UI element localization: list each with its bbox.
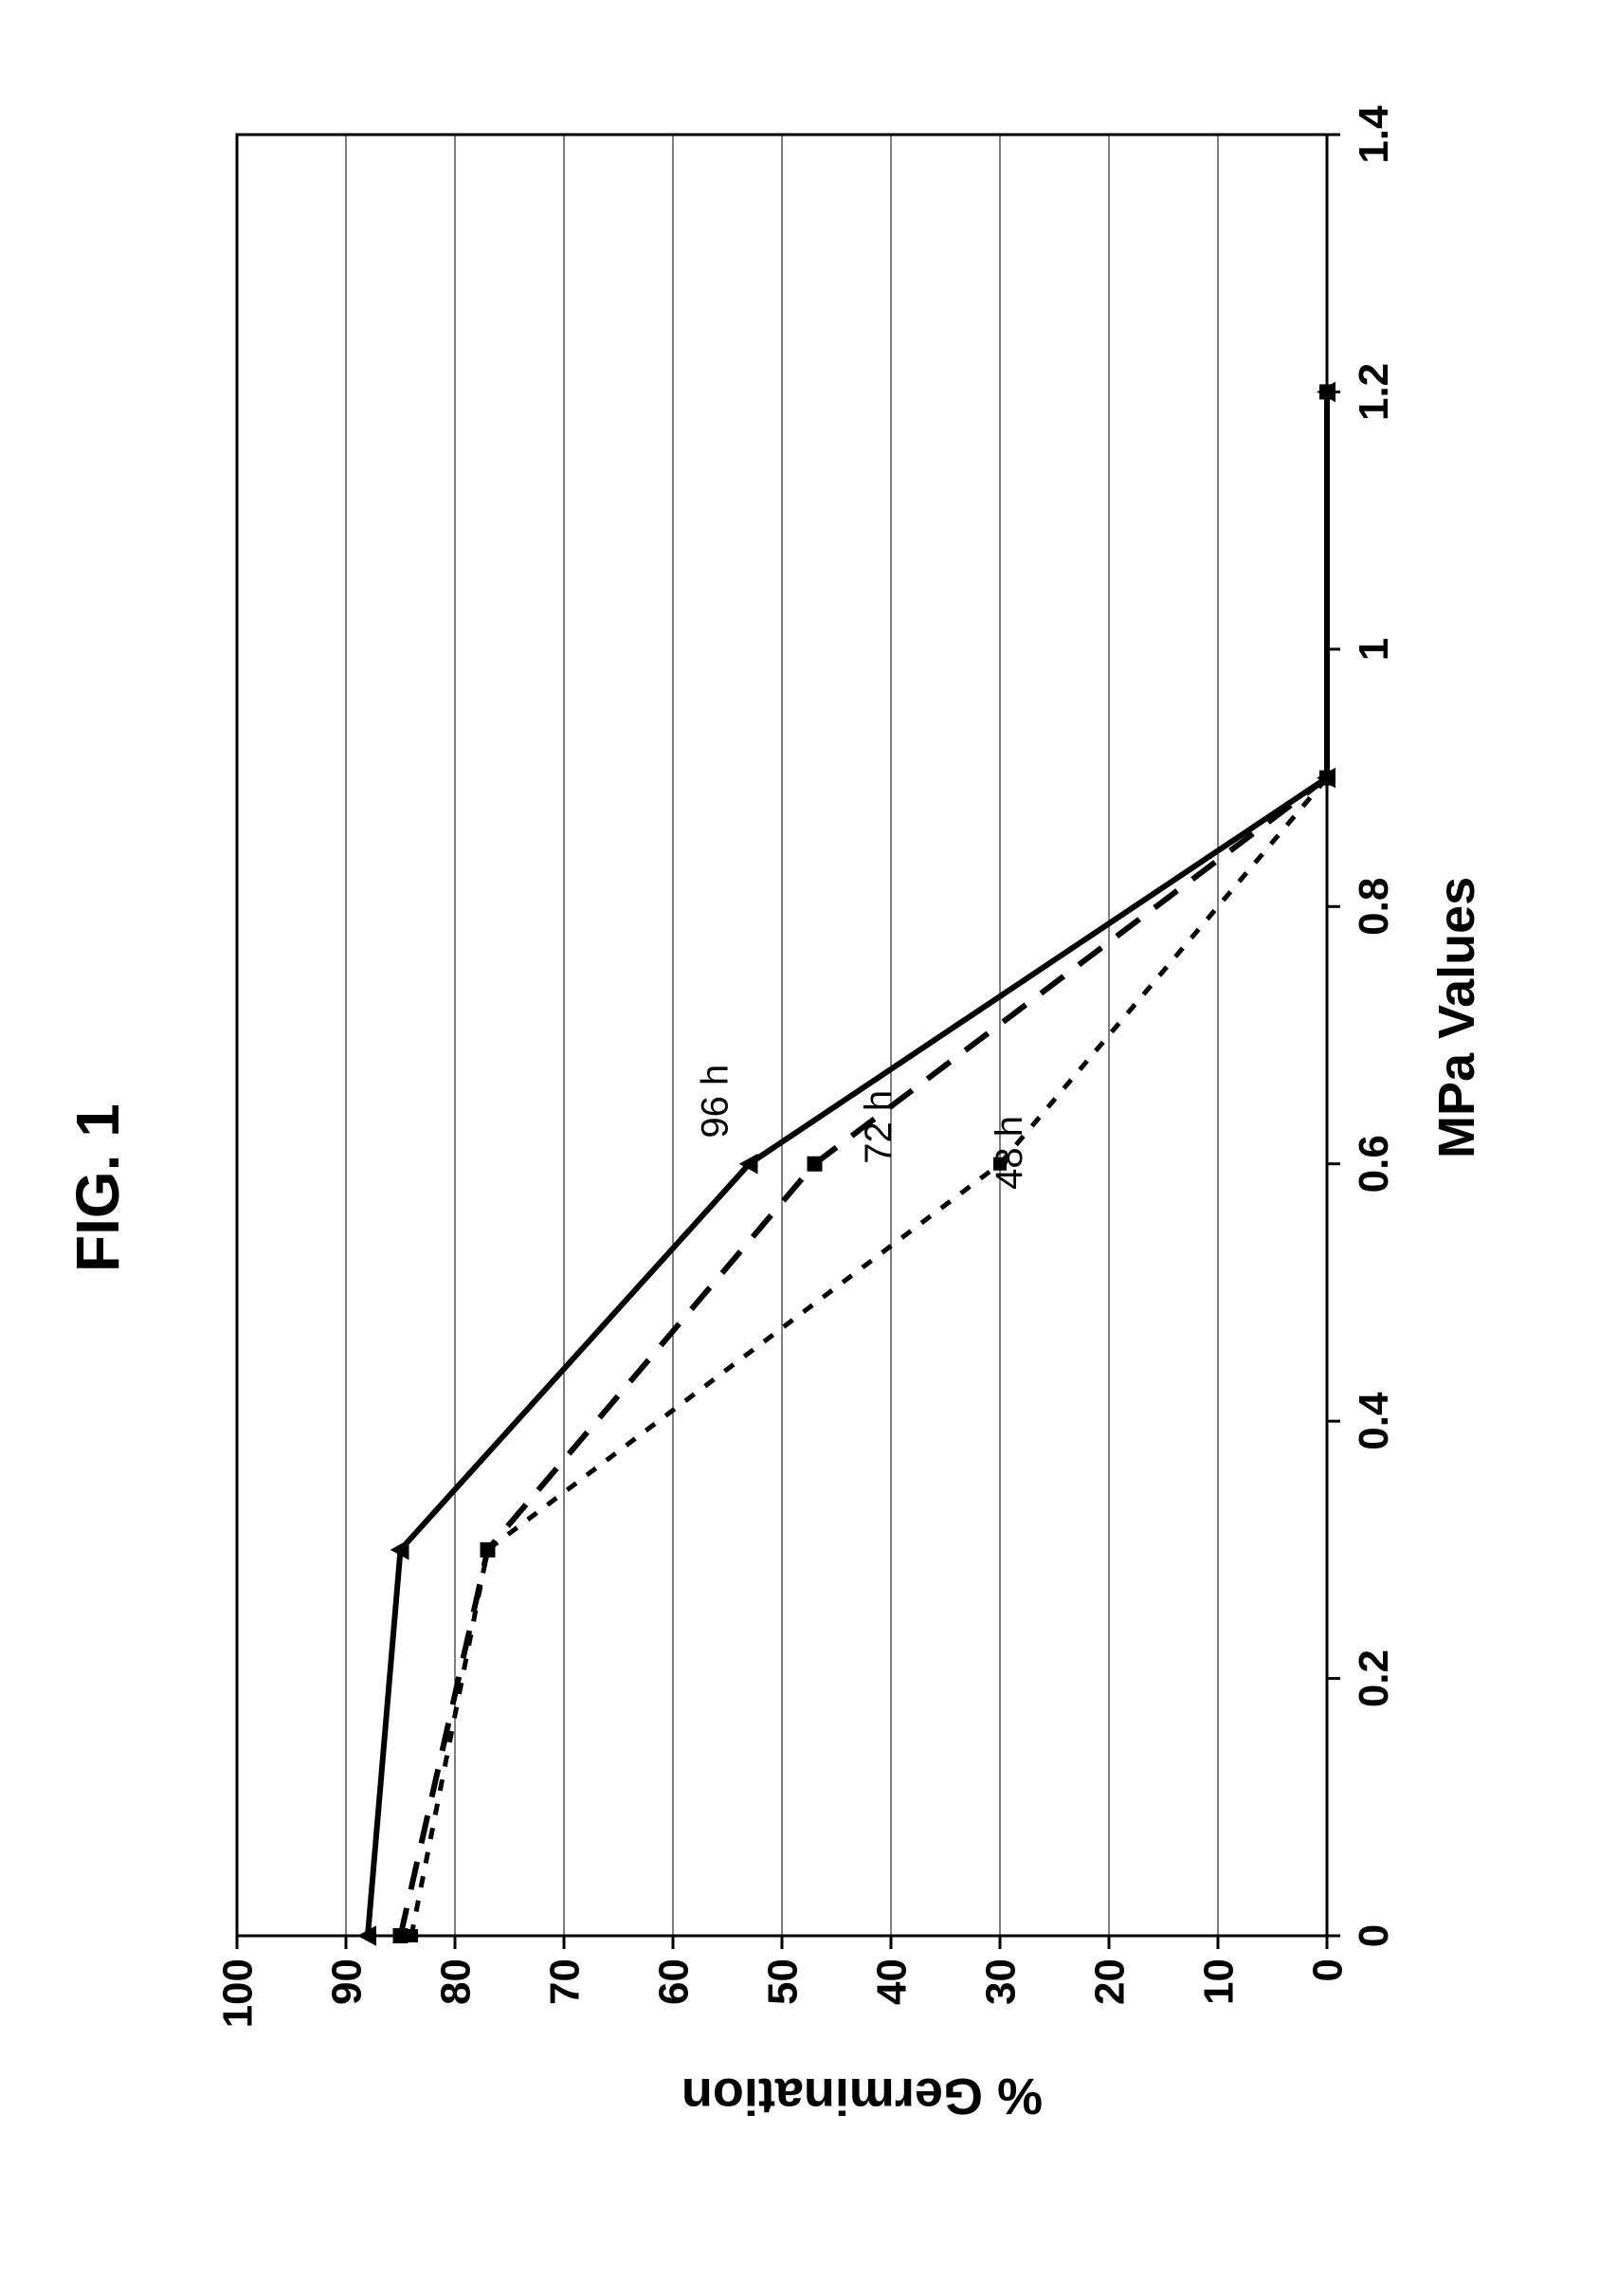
germination-chart: 0 0.2 0.4 0.6 0.8 1 1.2 1.4 0 10 20 30 40 50 60 70 80 90 1… [0,0,1617,2296]
y-tick-label: 40 [868,1959,915,2005]
y-tick-label: 80 [432,1959,479,2005]
series-label-96h: 96 h [695,1065,736,1139]
y-tick-label: 10 [1195,1959,1242,2005]
x-tick-label: 1.2 [1351,363,1397,421]
x-tick-label: 0.8 [1351,878,1397,936]
marker-square [481,1542,496,1558]
y-tick-label: 50 [759,1959,806,2005]
marker-square [808,1157,823,1172]
x-tick-label: 0.2 [1351,1649,1397,1707]
y-tick-label: 30 [977,1959,1024,2005]
x-tick-label: 0.6 [1351,1135,1397,1193]
x-tick-label: 0 [1351,1924,1397,1947]
y-tick-label: 90 [323,1959,370,2005]
y-tick-label: 70 [541,1959,588,2005]
x-tick-label: 0.4 [1351,1392,1397,1450]
y-tick-label: 100 [214,1959,261,2028]
x-tick-label: 1 [1351,638,1397,661]
series-label-48h: 48 h [989,1116,1030,1190]
marker-square [393,1928,409,1943]
y-tick-label: 0 [1304,1959,1351,1981]
y-tick-label: 60 [650,1959,697,2005]
x-tick-label: 1.4 [1351,105,1397,164]
series-96h [368,392,1327,1936]
series-label-72h: 72 h [858,1090,899,1164]
y-tick-label: 20 [1086,1959,1133,2005]
